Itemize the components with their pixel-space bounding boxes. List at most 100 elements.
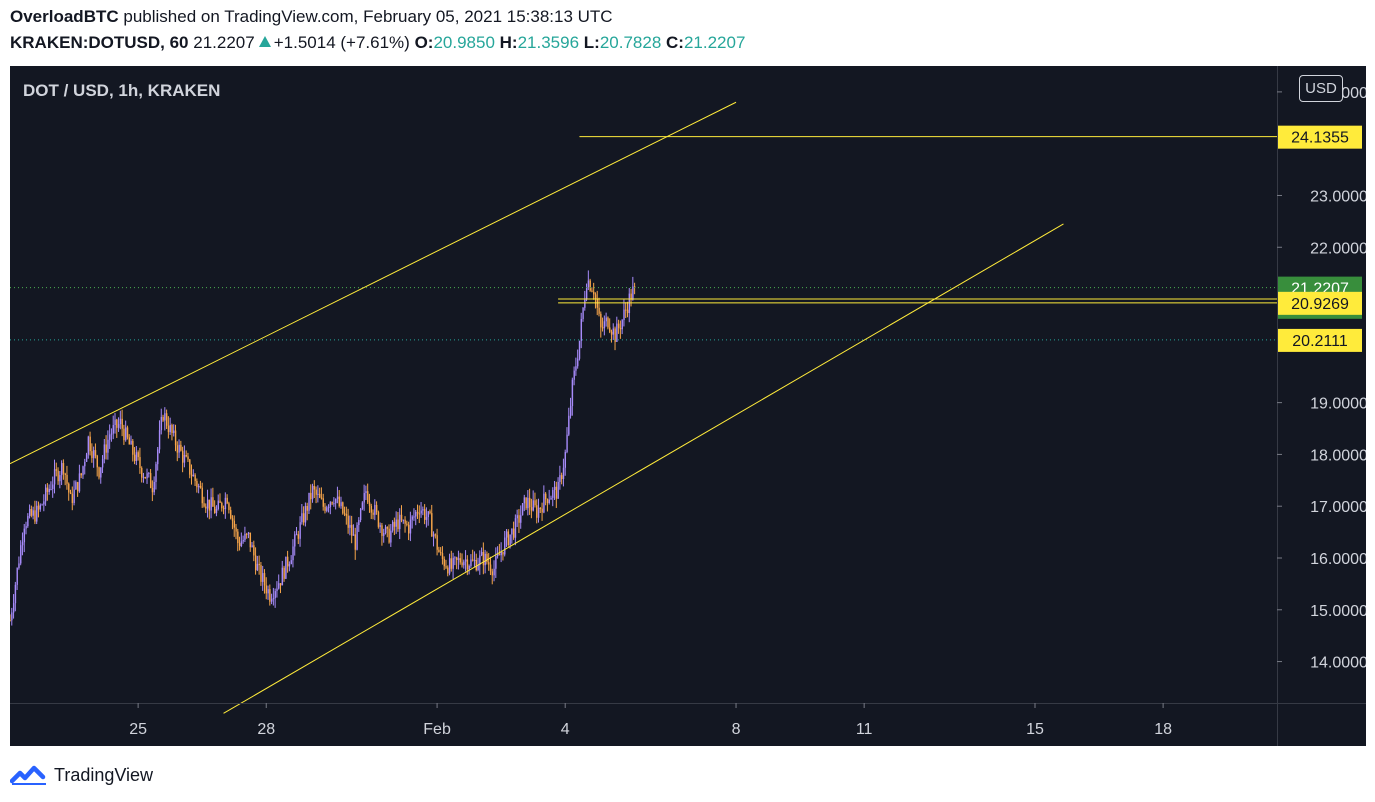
candle-body — [23, 528, 26, 543]
candle-body — [290, 560, 292, 565]
candle-body — [142, 477, 145, 479]
candle-body — [436, 535, 438, 550]
candle-body — [224, 497, 227, 510]
candle-body — [36, 505, 38, 522]
candle-body — [93, 450, 95, 459]
candle-body — [185, 454, 187, 457]
price-tag-level — [1278, 125, 1362, 149]
candle-body — [148, 473, 150, 475]
candle-body — [507, 531, 510, 546]
candle-body — [301, 513, 303, 523]
candle-body — [529, 497, 531, 508]
candle-body — [162, 416, 164, 421]
currency-button[interactable]: USD — [1299, 75, 1343, 102]
candle-body — [391, 521, 394, 531]
candle-body — [294, 534, 296, 547]
candle-body — [610, 331, 613, 335]
candle-body — [383, 532, 385, 536]
candle-body — [634, 286, 636, 288]
candle-body — [603, 321, 606, 329]
candle-body — [71, 493, 74, 503]
author-name[interactable]: OverloadBTC — [10, 7, 119, 26]
candle-body — [477, 564, 479, 571]
candle-body — [153, 481, 155, 493]
candle-body — [311, 485, 314, 500]
price-tag-level — [1278, 291, 1362, 315]
candle-body — [37, 505, 40, 510]
candle-body — [361, 502, 364, 509]
footer-brand[interactable]: TradingView — [10, 762, 153, 788]
chart-panel[interactable]: 14.0000 15.0000 16.0000 17.0000 18.0000 19.00… — [10, 66, 1366, 746]
candle-body — [432, 534, 435, 537]
candle-body — [557, 481, 559, 499]
candle-body — [281, 567, 284, 586]
candle-body — [525, 497, 527, 509]
candle-body — [612, 328, 615, 335]
candle-body — [520, 515, 522, 523]
last-price: 21.2207 — [193, 33, 255, 52]
candle-body — [206, 499, 209, 509]
candle-body — [221, 502, 223, 509]
candle-body — [276, 588, 278, 592]
candle-body — [482, 551, 485, 566]
candle-body — [463, 561, 465, 566]
upper-channel-line[interactable] — [10, 101, 737, 465]
candle-body — [126, 427, 129, 438]
candle-body — [461, 562, 463, 566]
candle-body — [165, 413, 168, 426]
candle-body — [399, 514, 401, 530]
candle-body — [545, 493, 547, 500]
candle-body — [109, 434, 111, 440]
candle-body — [388, 528, 390, 543]
candle-body — [77, 482, 79, 492]
close-label: C: — [666, 33, 684, 52]
candle-body — [240, 541, 243, 547]
candle-body — [335, 499, 337, 504]
candle-body — [274, 591, 276, 599]
candle-body — [326, 507, 328, 511]
candle-body — [256, 563, 259, 571]
candle-body — [568, 415, 570, 435]
candle-body — [238, 543, 241, 547]
candle-body — [521, 503, 524, 516]
candle-body — [263, 573, 266, 586]
candle-body — [534, 500, 536, 506]
candle-body — [267, 589, 269, 594]
lower-channel-line[interactable] — [223, 223, 1064, 714]
candle-body — [174, 430, 177, 446]
candle-body — [523, 497, 526, 504]
candle-body — [50, 488, 52, 490]
candle-body — [616, 323, 618, 342]
candle-body — [349, 524, 351, 528]
candle-body — [543, 493, 545, 513]
candle-body — [182, 450, 184, 463]
candle-body — [448, 558, 451, 574]
candle-body — [571, 379, 574, 407]
candle-body — [64, 473, 66, 475]
candle-body — [313, 485, 316, 490]
candle-body — [420, 510, 422, 514]
candle-body — [516, 515, 518, 519]
candle-body — [619, 327, 622, 330]
up-arrow-icon — [258, 36, 271, 47]
candle-body — [180, 444, 182, 451]
candle-body — [486, 553, 488, 563]
candle-body — [368, 502, 371, 506]
candle-body — [319, 493, 321, 498]
brand-name: TradingView — [54, 764, 154, 785]
candle-body — [393, 521, 396, 527]
candle-body — [395, 519, 397, 527]
candle-body — [98, 467, 100, 478]
candle-body — [352, 534, 355, 536]
candle-body — [69, 492, 72, 494]
candle-body — [11, 612, 13, 621]
candle-body — [363, 493, 365, 503]
candle-body — [626, 309, 629, 314]
candle-body — [231, 518, 234, 521]
candle-body — [342, 502, 344, 514]
candle-body — [561, 475, 563, 480]
candle-body — [103, 444, 106, 459]
chart-canvas[interactable]: 14.0000 15.0000 16.0000 17.0000 18.0000 19.00… — [10, 66, 1366, 746]
candle-body — [10, 620, 11, 622]
candle-body — [297, 534, 300, 539]
